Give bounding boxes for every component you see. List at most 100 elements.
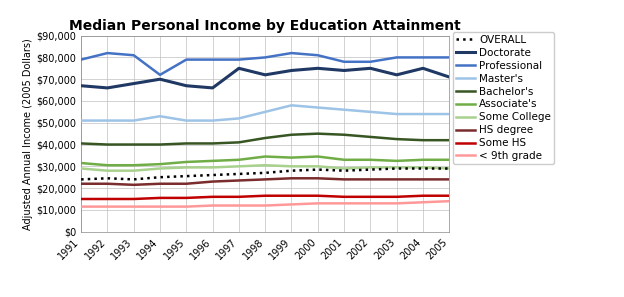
Professional — [183, 58, 190, 61]
Professional — [314, 53, 321, 57]
HS degree — [288, 176, 295, 180]
Some HS — [288, 194, 295, 198]
< 9th grade — [288, 203, 295, 206]
Some College — [261, 163, 269, 167]
< 9th grade — [340, 202, 348, 205]
Line: Some HS: Some HS — [81, 196, 449, 199]
OVERALL — [209, 173, 217, 177]
Bachelor's — [419, 138, 427, 142]
Doctorate — [367, 67, 374, 70]
< 9th grade — [314, 202, 321, 205]
Some HS — [340, 195, 348, 199]
OVERALL — [393, 167, 401, 170]
Doctorate — [314, 67, 321, 70]
Doctorate — [235, 67, 243, 70]
Professional — [340, 60, 348, 64]
Master's — [393, 112, 401, 116]
< 9th grade — [419, 200, 427, 204]
Some College — [77, 167, 85, 170]
< 9th grade — [393, 202, 401, 205]
Line: Some College: Some College — [81, 165, 449, 171]
Professional — [77, 58, 85, 61]
Some College — [235, 165, 243, 168]
Associate's — [367, 158, 374, 162]
Professional — [419, 56, 427, 59]
Associate's — [419, 158, 427, 162]
Some HS — [393, 195, 401, 199]
Some HS — [130, 197, 137, 201]
Doctorate — [261, 73, 269, 77]
Bachelor's — [130, 143, 137, 146]
Some College — [446, 167, 453, 170]
Some College — [367, 166, 374, 169]
Some College — [156, 167, 163, 170]
HS degree — [235, 179, 243, 182]
Some College — [288, 165, 295, 168]
OVERALL — [261, 171, 269, 175]
Master's — [183, 119, 190, 122]
Bachelor's — [77, 142, 85, 145]
Doctorate — [130, 82, 137, 85]
Some College — [393, 166, 401, 169]
HS degree — [314, 176, 321, 180]
Line: HS degree: HS degree — [81, 178, 449, 185]
OVERALL — [314, 168, 321, 171]
Some HS — [446, 194, 453, 198]
< 9th grade — [77, 205, 85, 208]
OVERALL — [419, 167, 427, 170]
HS degree — [367, 178, 374, 181]
Bachelor's — [393, 137, 401, 141]
OVERALL — [367, 168, 374, 171]
Master's — [261, 110, 269, 114]
Doctorate — [288, 69, 295, 72]
OVERALL — [183, 174, 190, 178]
Professional — [104, 51, 111, 55]
Some College — [419, 166, 427, 169]
Line: Bachelor's: Bachelor's — [81, 134, 449, 145]
HS degree — [130, 183, 137, 187]
Associate's — [156, 162, 163, 166]
< 9th grade — [209, 204, 217, 207]
Associate's — [104, 163, 111, 167]
Bachelor's — [367, 135, 374, 139]
Master's — [209, 119, 217, 122]
Doctorate — [446, 75, 453, 79]
Some College — [183, 166, 190, 169]
Master's — [446, 112, 453, 116]
Bachelor's — [235, 140, 243, 144]
OVERALL — [130, 178, 137, 181]
HS degree — [209, 180, 217, 183]
Professional — [261, 56, 269, 59]
Some College — [104, 169, 111, 173]
Master's — [288, 104, 295, 107]
< 9th grade — [183, 205, 190, 208]
Master's — [314, 106, 321, 109]
Line: Master's: Master's — [81, 105, 449, 121]
Professional — [235, 58, 243, 61]
< 9th grade — [446, 199, 453, 203]
Bachelor's — [446, 138, 453, 142]
Line: Doctorate: Doctorate — [81, 68, 449, 88]
Bachelor's — [156, 143, 163, 146]
Line: OVERALL: OVERALL — [81, 168, 449, 179]
Associate's — [393, 159, 401, 163]
Associate's — [209, 159, 217, 163]
Associate's — [130, 163, 137, 167]
Master's — [419, 112, 427, 116]
< 9th grade — [235, 204, 243, 207]
Master's — [130, 119, 137, 122]
Associate's — [77, 161, 85, 165]
Bachelor's — [209, 142, 217, 145]
Master's — [367, 110, 374, 114]
Some College — [209, 166, 217, 169]
Doctorate — [340, 69, 348, 72]
Some HS — [314, 194, 321, 198]
Some HS — [209, 195, 217, 199]
Professional — [130, 53, 137, 57]
Master's — [235, 117, 243, 120]
Line: Associate's: Associate's — [81, 157, 449, 165]
Master's — [156, 114, 163, 118]
Legend: OVERALL, Doctorate, Professional, Master's, Bachelor's, Associate's, Some Colleg: OVERALL, Doctorate, Professional, Master… — [453, 32, 554, 164]
< 9th grade — [156, 205, 163, 208]
HS degree — [393, 178, 401, 181]
